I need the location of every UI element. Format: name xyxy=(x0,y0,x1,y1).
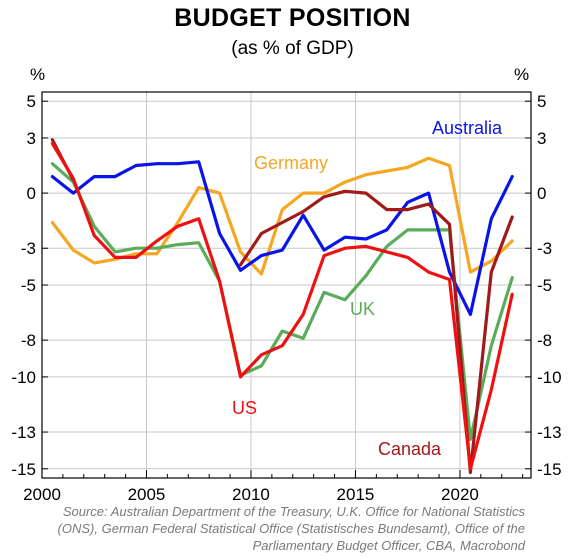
y-tick-label-right: 3 xyxy=(537,129,546,148)
y-tick-label-left: -8 xyxy=(21,331,36,350)
y-tick-label-right: -8 xyxy=(537,331,552,350)
x-tick-label: 2000 xyxy=(23,485,61,504)
y-tick-label-left: 3 xyxy=(27,129,36,148)
axis-ticks: 5 5 3 3 0 0 -3 -3 -5 -5 -8 -8 -10 -10 -13 -13 -15 -15 2000… xyxy=(11,92,561,504)
y-tick-label-left: -3 xyxy=(21,239,36,258)
y-tick-label-left: -10 xyxy=(11,368,36,387)
y-tick-label-right: -5 xyxy=(537,276,552,295)
y-tick-label-right: -13 xyxy=(537,423,562,442)
chart-title: BUDGET POSITION xyxy=(174,4,411,32)
y-tick-label-right: -3 xyxy=(537,239,552,258)
series-line-germany xyxy=(50,156,514,276)
series-line-us xyxy=(50,141,514,471)
y-tick-label-left: -13 xyxy=(11,423,36,442)
label-germany: Germany xyxy=(254,153,328,173)
y-tick-label-left: -15 xyxy=(11,460,36,479)
y-tick-label-left: 0 xyxy=(27,184,36,203)
label-uk: UK xyxy=(350,299,375,319)
series-line-uk xyxy=(50,162,514,441)
label-us: US xyxy=(232,398,257,418)
y-unit-right: % xyxy=(514,65,529,84)
series-lines xyxy=(50,138,514,475)
y-tick-label-right: -15 xyxy=(537,460,562,479)
y-tick-label-left: -5 xyxy=(21,276,36,295)
x-tick-label: 2015 xyxy=(337,485,375,504)
y-tick-label-left: 5 xyxy=(27,92,36,111)
label-australia: Australia xyxy=(432,118,503,138)
y-tick-label-right: 5 xyxy=(537,92,546,111)
series-line-canada xyxy=(50,138,514,475)
chart-subtitle: (as % of GDP) xyxy=(231,38,354,59)
label-canada: Canada xyxy=(378,439,442,459)
x-tick-label: 2010 xyxy=(232,485,270,504)
x-tick-label: 2005 xyxy=(128,485,166,504)
source-line: Parliamentary Budget Officer, CBA, Macro… xyxy=(252,538,525,553)
source-note: Source: Australian Department of the Tre… xyxy=(0,503,525,554)
series-line-australia xyxy=(50,160,514,316)
y-tick-label-right: 0 xyxy=(537,184,546,203)
x-tick-label: 2020 xyxy=(441,485,479,504)
y-tick-label-right: -10 xyxy=(537,368,562,387)
source-line: Source: Australian Department of the Tre… xyxy=(62,504,525,519)
y-unit-left: % xyxy=(30,65,45,84)
source-line: (ONS), German Federal Statistical Office… xyxy=(57,521,525,536)
